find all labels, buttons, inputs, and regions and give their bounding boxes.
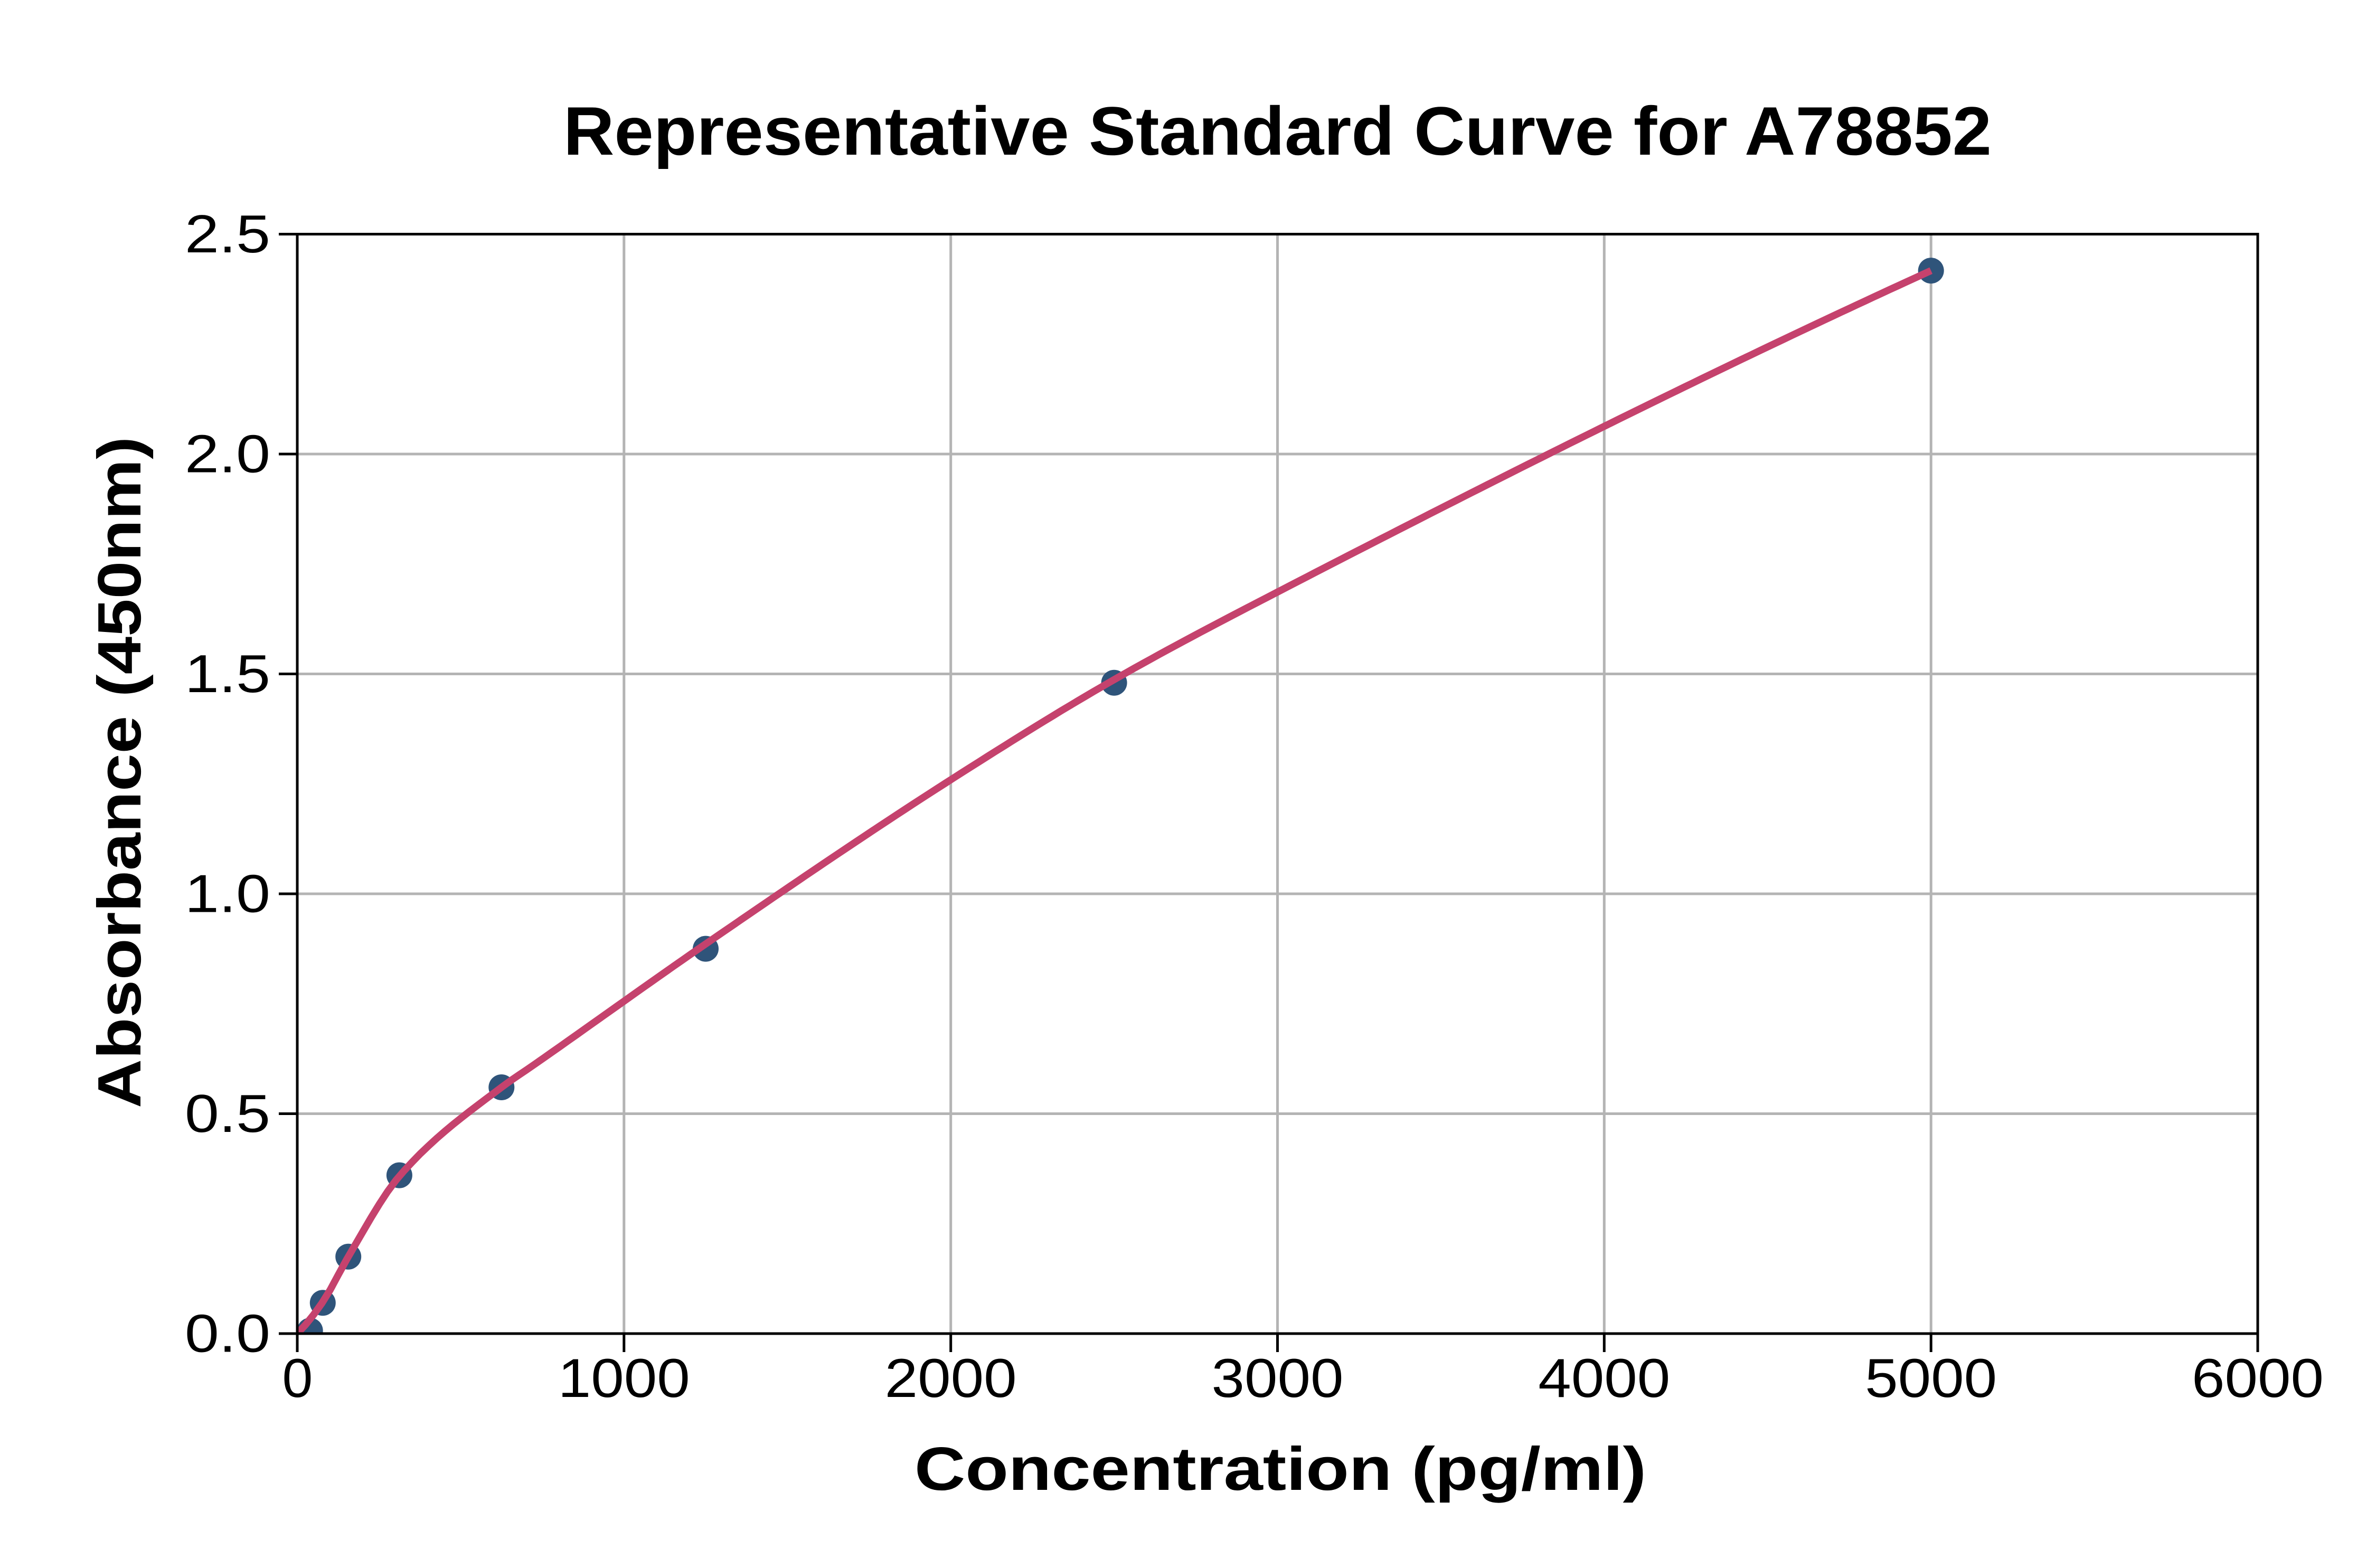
svg-text:4000: 4000 bbox=[1538, 1348, 1670, 1409]
svg-text:6000: 6000 bbox=[2192, 1348, 2324, 1409]
svg-text:1.5: 1.5 bbox=[185, 645, 270, 704]
svg-text:Absorbance (450nm): Absorbance (450nm) bbox=[85, 437, 154, 1108]
svg-text:2000: 2000 bbox=[885, 1348, 1017, 1409]
svg-text:1.0: 1.0 bbox=[185, 865, 270, 924]
svg-text:3000: 3000 bbox=[1212, 1348, 1344, 1409]
svg-text:2.0: 2.0 bbox=[185, 425, 270, 484]
svg-text:0.0: 0.0 bbox=[185, 1305, 270, 1364]
svg-text:5000: 5000 bbox=[1865, 1348, 1997, 1409]
svg-text:0.5: 0.5 bbox=[185, 1084, 270, 1144]
svg-text:Concentration (pg/ml): Concentration (pg/ml) bbox=[914, 1434, 1646, 1503]
svg-text:Representative Standard Curve: Representative Standard Curve for A78852 bbox=[563, 92, 1992, 169]
svg-text:0: 0 bbox=[282, 1348, 313, 1409]
svg-text:1000: 1000 bbox=[558, 1348, 690, 1409]
svg-text:2.5: 2.5 bbox=[185, 205, 270, 264]
